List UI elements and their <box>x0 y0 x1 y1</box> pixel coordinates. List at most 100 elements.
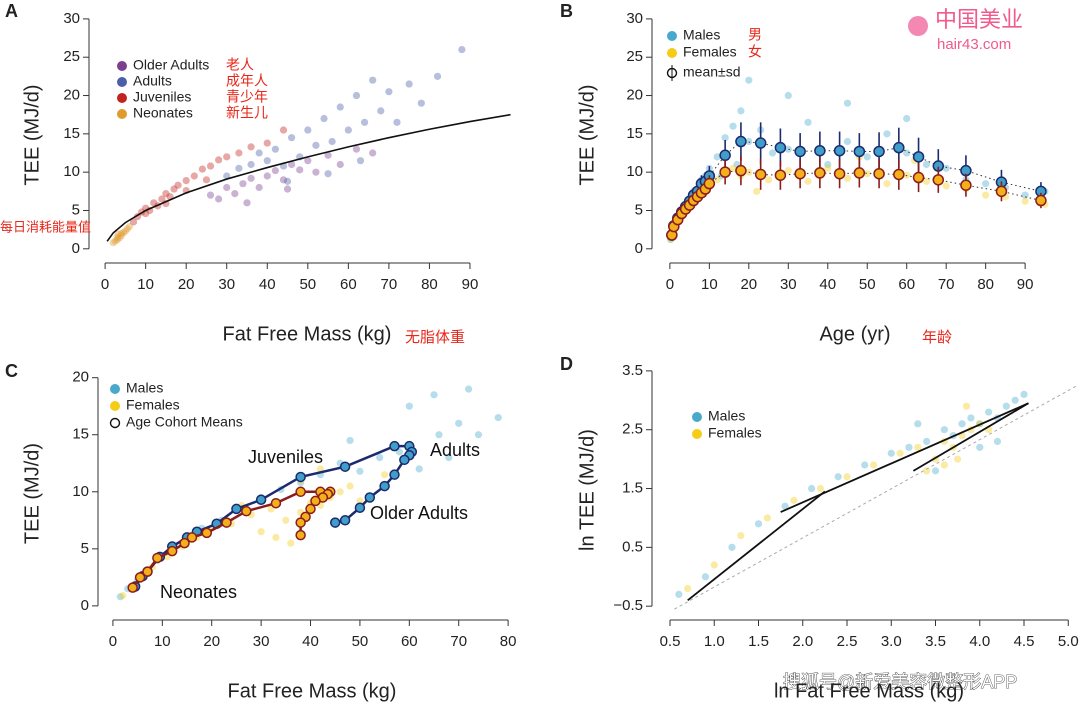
point <box>843 137 852 146</box>
legend-label: Females <box>126 397 180 413</box>
point <box>206 191 215 199</box>
legend-annotation: 青少年 <box>226 89 268 105</box>
point <box>114 230 122 238</box>
point <box>1020 390 1028 399</box>
point <box>369 149 377 157</box>
point <box>737 107 745 115</box>
y-tick-label: 25 <box>626 48 643 65</box>
mean-marker <box>719 149 731 162</box>
point <box>985 408 993 416</box>
x-tick-label: 80 <box>977 276 994 293</box>
point <box>405 402 413 410</box>
x-tick-label: 20 <box>740 276 757 293</box>
point <box>464 385 473 393</box>
point <box>713 153 721 161</box>
watermark: 搜狐号@新爱美容微整形APP <box>783 672 1017 692</box>
x-tick-label: 0 <box>666 276 674 293</box>
point <box>940 426 948 434</box>
point <box>287 160 296 169</box>
x-axis-label: Fat Free Mass (kg) <box>223 323 392 345</box>
mean-marker <box>912 151 925 163</box>
mean-marker <box>719 166 731 178</box>
x-axis-label: ln Fat Free Mass (kg) <box>774 680 964 702</box>
mean-marker <box>814 167 826 179</box>
point <box>255 183 263 192</box>
point <box>356 467 364 475</box>
point <box>954 455 962 463</box>
legend-label: Females <box>683 44 737 60</box>
point <box>863 170 871 178</box>
point <box>887 449 895 457</box>
point <box>869 461 878 469</box>
point <box>861 461 869 469</box>
mean-marker <box>735 164 747 177</box>
x-tick-label: 50 <box>859 276 876 293</box>
x-tick-label: 20 <box>203 633 220 650</box>
x-tick-label: 70 <box>450 633 467 650</box>
y-tick-label: 30 <box>626 10 643 27</box>
point <box>283 177 292 185</box>
point <box>745 76 753 84</box>
point <box>883 130 891 138</box>
y-axis-label: TEE (MJ/d) <box>21 443 43 544</box>
legend-label: Males <box>708 408 745 424</box>
mean-marker <box>893 168 905 181</box>
point <box>271 167 279 175</box>
x-tick-label: 40 <box>302 633 319 650</box>
point <box>360 118 369 126</box>
point <box>381 471 389 479</box>
point <box>982 180 990 188</box>
point <box>320 114 328 123</box>
mean-marker <box>995 185 1008 198</box>
x-axis-label: Age (yr) <box>819 323 890 345</box>
mean-marker <box>853 167 866 179</box>
reference-line <box>674 385 1078 610</box>
legend-swatch <box>117 93 127 103</box>
annotation: 年龄 <box>922 329 952 346</box>
y-tick-label: 30 <box>63 10 80 27</box>
x-tick-label: 20 <box>178 276 195 293</box>
point <box>405 80 413 88</box>
point <box>940 461 948 469</box>
point <box>346 482 354 490</box>
point <box>215 156 223 164</box>
annotation: 每日消耗能量值 <box>0 219 91 234</box>
point <box>781 502 789 510</box>
annotation: Older Adults <box>370 503 468 523</box>
x-tick-label: 60 <box>401 633 418 650</box>
mean-marker <box>794 167 806 180</box>
point <box>304 126 312 134</box>
legend-label: Females <box>708 425 762 441</box>
point <box>768 149 777 157</box>
point <box>223 153 231 161</box>
point <box>162 190 170 198</box>
legend-label: Adults <box>133 73 172 89</box>
x-tick-label: 10 <box>137 276 154 293</box>
point <box>824 164 832 172</box>
cohort-marker <box>179 537 190 549</box>
point <box>369 76 377 84</box>
y-tick-label: 20 <box>63 87 80 104</box>
x-tick-label: 2.0 <box>792 633 813 650</box>
legend-annotation: 新生儿 <box>226 105 268 121</box>
legend-annotation: 男 <box>748 27 762 43</box>
annotation: Neonates <box>160 582 237 602</box>
point <box>790 496 798 504</box>
point <box>1021 197 1029 205</box>
point <box>235 164 243 172</box>
point <box>125 222 134 231</box>
point <box>713 176 721 184</box>
point <box>170 185 178 193</box>
plot-area <box>674 385 1078 610</box>
legend-label: mean±sd <box>683 64 741 80</box>
point <box>247 160 255 169</box>
y-tick-label: 0 <box>72 240 80 257</box>
cohort-marker <box>152 552 163 564</box>
point <box>784 167 792 175</box>
point <box>455 419 463 427</box>
legend-swatch <box>110 384 120 394</box>
point <box>967 414 975 422</box>
legend-swatch <box>667 48 677 58</box>
y-axis-label: TEE (MJ/d) <box>576 84 598 185</box>
